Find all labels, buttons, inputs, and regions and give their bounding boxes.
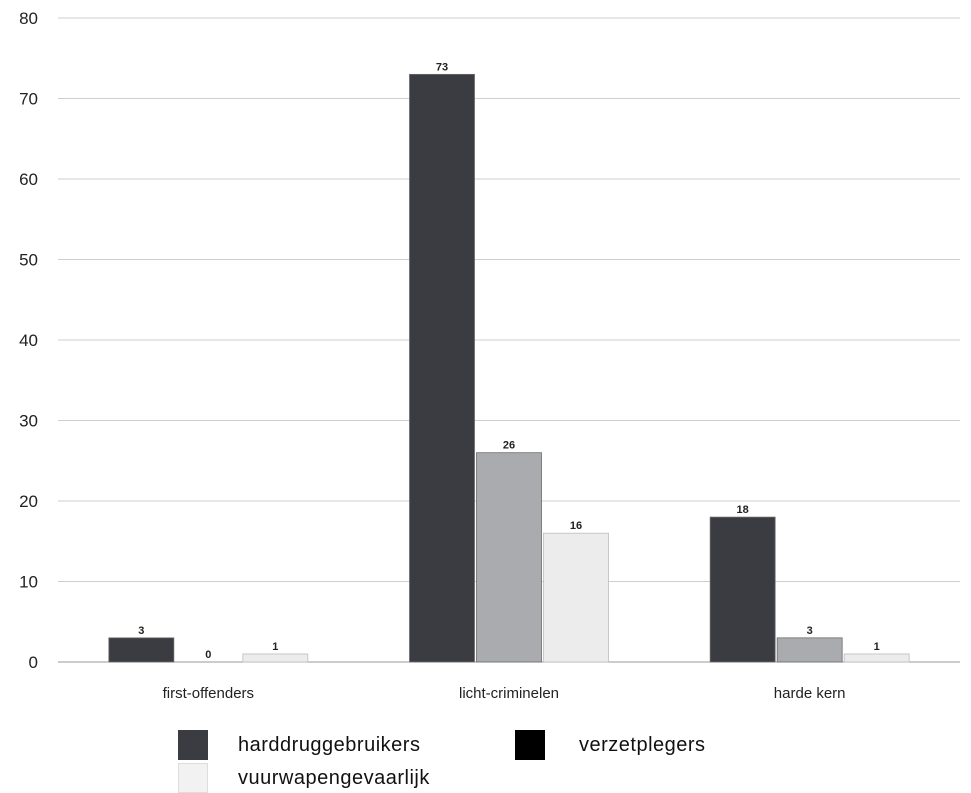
legend-item-verzetplegers: verzetplegers	[515, 730, 706, 760]
legend-item-harddruggebruikers: harddruggebruikers	[178, 730, 420, 760]
bar-1-2	[543, 532, 609, 663]
y-tick-label-80: 80	[19, 9, 38, 28]
bar-0-2	[242, 653, 309, 663]
gridlines	[58, 17, 960, 663]
y-tick-label-0: 0	[29, 653, 38, 672]
bar-0-0	[108, 637, 175, 663]
category-label-1: licht-criminelen	[459, 685, 559, 702]
bars	[108, 73, 910, 663]
y-tick-label-30: 30	[19, 412, 38, 431]
y-tick-label-60: 60	[19, 170, 38, 189]
bar-2-1	[776, 637, 843, 663]
legend: harddruggebruikers verzetplegers vuurwap…	[0, 725, 971, 793]
y-tick-label-40: 40	[19, 331, 38, 350]
y-axis-ticks: 0 10 20 30 40 50 60 70 80	[19, 9, 38, 672]
data-label-1-1: 26	[503, 440, 515, 452]
bar-2-2	[843, 653, 910, 663]
data-label-2-0: 18	[737, 504, 749, 516]
legend-swatch-vuurwapengevaarlijk	[178, 763, 208, 793]
category-labels: first-offenders licht-criminelen harde ker…	[163, 685, 846, 702]
y-tick-label-10: 10	[19, 573, 38, 592]
legend-swatch-verzetplegers	[515, 730, 545, 760]
data-label-0-2: 1	[272, 641, 278, 653]
legend-label-verzetplegers: verzetplegers	[579, 733, 706, 756]
bar-2-0	[709, 516, 776, 663]
bar-1-1	[476, 452, 542, 663]
legend-label-vuurwapengevaarlijk: vuurwapengevaarlijk	[238, 766, 430, 789]
bar-1-0	[409, 73, 475, 663]
legend-swatch-harddruggebruikers	[178, 730, 208, 760]
data-label-1-2: 16	[570, 520, 582, 532]
data-label-2-2: 1	[874, 641, 880, 653]
legend-item-vuurwapengevaarlijk: vuurwapengevaarlijk	[178, 763, 430, 793]
data-label-1-0: 73	[436, 61, 448, 73]
category-label-2: harde kern	[774, 685, 846, 702]
data-label-0-0: 3	[138, 625, 144, 637]
data-label-0-1: 0	[205, 649, 211, 661]
data-labels: 3 0 1 73 26 16 18 3 1	[138, 61, 879, 661]
legend-label-harddruggebruikers: harddruggebruikers	[238, 733, 421, 756]
y-tick-label-20: 20	[19, 492, 38, 511]
category-label-0: first-offenders	[163, 685, 254, 702]
data-label-2-1: 3	[807, 625, 813, 637]
y-tick-label-70: 70	[19, 90, 38, 109]
y-tick-label-50: 50	[19, 251, 38, 270]
